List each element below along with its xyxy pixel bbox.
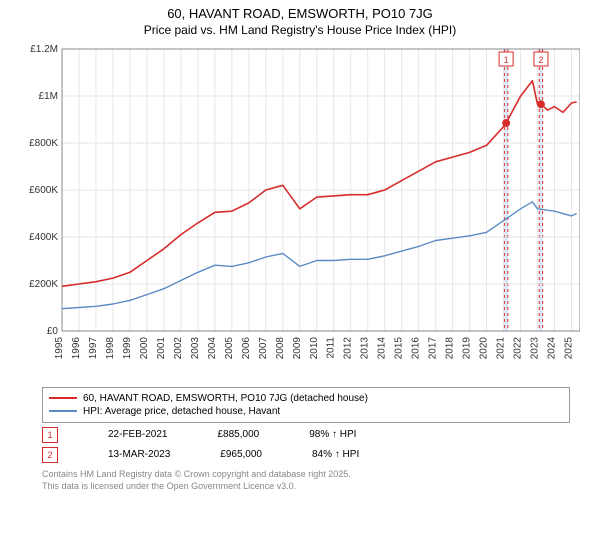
marker-pct: 98% ↑ HPI	[309, 429, 356, 440]
svg-text:1997: 1997	[88, 336, 99, 359]
footer-line: Contains HM Land Registry data © Crown c…	[42, 469, 570, 481]
marker-date: 13-MAR-2023	[108, 449, 170, 460]
svg-text:1998: 1998	[105, 336, 116, 359]
legend-box: 60, HAVANT ROAD, EMSWORTH, PO10 7JG (det…	[42, 387, 570, 423]
marker-price: £965,000	[220, 449, 262, 460]
marker-pct: 84% ↑ HPI	[312, 449, 359, 460]
svg-text:2002: 2002	[173, 336, 184, 359]
legend-label: 60, HAVANT ROAD, EMSWORTH, PO10 7JG (det…	[83, 393, 368, 404]
marker-date: 22-FEB-2021	[108, 429, 167, 440]
svg-text:2022: 2022	[513, 336, 524, 359]
footer: Contains HM Land Registry data © Crown c…	[42, 469, 570, 492]
svg-text:2015: 2015	[394, 336, 405, 359]
svg-text:2018: 2018	[445, 336, 456, 359]
svg-text:2020: 2020	[479, 336, 490, 359]
marker-badge: 2	[42, 447, 58, 463]
svg-text:£800K: £800K	[29, 138, 58, 149]
svg-text:£600K: £600K	[29, 185, 58, 196]
svg-text:2001: 2001	[156, 336, 167, 359]
marker-row: 2 13-MAR-2023 £965,000 84% ↑ HPI	[42, 447, 570, 463]
svg-text:2023: 2023	[530, 336, 541, 359]
svg-text:£200K: £200K	[29, 279, 58, 290]
svg-text:2011: 2011	[326, 336, 337, 358]
svg-text:£0: £0	[47, 326, 59, 337]
svg-text:2021: 2021	[496, 336, 507, 359]
legend-item: HPI: Average price, detached house, Hava…	[49, 405, 563, 418]
svg-text:1996: 1996	[71, 336, 82, 359]
svg-text:2012: 2012	[343, 336, 354, 359]
svg-text:1: 1	[504, 55, 509, 65]
chart-svg: £0 £200K £400K £600K £800K £1M £1.2M 1995 1996 19…	[20, 41, 580, 381]
svg-text:2010: 2010	[309, 336, 320, 359]
svg-text:2009: 2009	[292, 336, 303, 359]
svg-text:2: 2	[538, 55, 543, 65]
svg-text:2007: 2007	[258, 336, 269, 359]
svg-text:2024: 2024	[547, 336, 558, 359]
svg-text:2025: 2025	[564, 336, 575, 359]
svg-text:2019: 2019	[462, 336, 473, 359]
svg-text:2014: 2014	[377, 336, 388, 359]
chart-title: 60, HAVANT ROAD, EMSWORTH, PO10 7JG	[0, 0, 600, 23]
svg-text:1999: 1999	[122, 336, 133, 359]
legend-swatch	[49, 410, 77, 412]
marker-badge: 1	[42, 427, 58, 443]
chart-subtitle: Price paid vs. HM Land Registry's House …	[0, 23, 600, 41]
svg-text:2005: 2005	[224, 336, 235, 359]
svg-text:£1.2M: £1.2M	[30, 44, 58, 55]
svg-text:1995: 1995	[54, 336, 65, 359]
svg-text:2016: 2016	[411, 336, 422, 359]
legend-label: HPI: Average price, detached house, Hava…	[83, 406, 280, 417]
svg-text:2013: 2013	[360, 336, 371, 359]
svg-text:2000: 2000	[139, 336, 150, 359]
svg-text:2017: 2017	[428, 336, 439, 359]
svg-text:2008: 2008	[275, 336, 286, 359]
svg-text:£1M: £1M	[39, 91, 58, 102]
svg-text:£400K: £400K	[29, 232, 58, 243]
svg-text:2004: 2004	[207, 336, 218, 359]
footer-line: This data is licensed under the Open Gov…	[42, 481, 570, 493]
svg-text:2006: 2006	[241, 336, 252, 359]
marker-row: 1 22-FEB-2021 £885,000 98% ↑ HPI	[42, 427, 570, 443]
chart-container: 60, HAVANT ROAD, EMSWORTH, PO10 7JG Pric…	[0, 0, 600, 560]
chart-area: £0 £200K £400K £600K £800K £1M £1.2M 1995 1996 19…	[20, 41, 580, 381]
legend-swatch	[49, 397, 77, 399]
svg-text:2003: 2003	[190, 336, 201, 359]
legend-item: 60, HAVANT ROAD, EMSWORTH, PO10 7JG (det…	[49, 392, 563, 405]
marker-price: £885,000	[217, 429, 259, 440]
